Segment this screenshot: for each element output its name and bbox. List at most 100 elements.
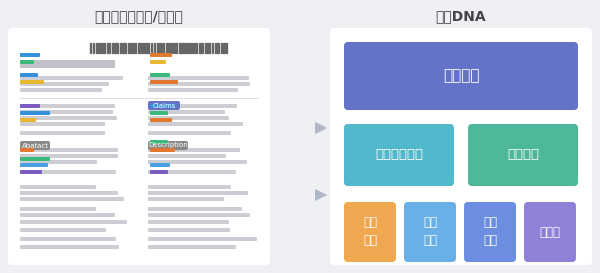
Bar [196, 43, 197, 53]
FancyBboxPatch shape [20, 141, 50, 150]
Bar [103, 43, 105, 53]
Bar [223, 43, 224, 53]
FancyBboxPatch shape [148, 131, 231, 135]
Bar [122, 43, 124, 53]
Bar [99, 43, 100, 53]
FancyBboxPatch shape [330, 28, 592, 265]
Bar [173, 43, 174, 53]
FancyBboxPatch shape [148, 82, 250, 86]
FancyBboxPatch shape [20, 60, 115, 68]
FancyBboxPatch shape [150, 118, 172, 122]
FancyBboxPatch shape [20, 80, 44, 84]
FancyBboxPatch shape [20, 170, 116, 174]
FancyBboxPatch shape [8, 28, 270, 265]
FancyBboxPatch shape [20, 207, 96, 211]
FancyBboxPatch shape [20, 88, 102, 92]
FancyBboxPatch shape [20, 213, 115, 217]
Bar [161, 43, 162, 53]
Bar [107, 43, 108, 53]
FancyBboxPatch shape [150, 60, 166, 64]
Text: 技术
问题: 技术 问题 [363, 216, 377, 248]
Bar [138, 43, 140, 53]
FancyBboxPatch shape [148, 76, 249, 80]
FancyBboxPatch shape [20, 148, 34, 152]
Bar [190, 43, 191, 53]
FancyBboxPatch shape [20, 116, 117, 120]
FancyBboxPatch shape [344, 202, 396, 262]
Bar [187, 43, 189, 53]
FancyBboxPatch shape [150, 148, 175, 152]
FancyBboxPatch shape [148, 160, 247, 164]
FancyBboxPatch shape [150, 170, 168, 174]
Text: 实施例: 实施例 [539, 225, 560, 239]
Bar [217, 43, 219, 53]
FancyBboxPatch shape [148, 237, 257, 241]
FancyBboxPatch shape [148, 213, 250, 217]
FancyBboxPatch shape [150, 80, 178, 84]
Bar [208, 43, 210, 53]
Bar [194, 43, 195, 53]
FancyBboxPatch shape [20, 122, 105, 126]
FancyBboxPatch shape [20, 104, 40, 108]
Bar [175, 43, 177, 53]
FancyBboxPatch shape [20, 53, 40, 57]
FancyBboxPatch shape [20, 73, 38, 77]
Bar [109, 43, 110, 53]
FancyBboxPatch shape [20, 154, 118, 158]
FancyBboxPatch shape [20, 157, 50, 161]
Bar [157, 43, 158, 53]
FancyBboxPatch shape [148, 197, 224, 201]
Bar [215, 43, 216, 53]
Bar [112, 43, 113, 53]
Bar [148, 43, 149, 53]
FancyBboxPatch shape [20, 228, 106, 232]
Bar [125, 43, 126, 53]
Bar [199, 43, 201, 53]
Bar [101, 43, 102, 53]
Text: Abatact: Abatact [22, 143, 49, 149]
FancyBboxPatch shape [20, 237, 116, 241]
Bar [192, 43, 193, 53]
FancyBboxPatch shape [20, 245, 119, 249]
Bar [154, 43, 155, 53]
FancyBboxPatch shape [20, 111, 50, 115]
Bar [182, 43, 184, 53]
Text: Claims: Claims [152, 102, 176, 108]
FancyBboxPatch shape [148, 104, 237, 108]
FancyBboxPatch shape [20, 118, 36, 122]
FancyBboxPatch shape [150, 73, 170, 77]
Bar [141, 43, 142, 53]
FancyBboxPatch shape [148, 185, 231, 189]
FancyBboxPatch shape [148, 170, 236, 174]
FancyBboxPatch shape [148, 207, 242, 211]
FancyBboxPatch shape [20, 148, 118, 152]
FancyBboxPatch shape [148, 122, 243, 126]
Bar [163, 43, 164, 53]
FancyBboxPatch shape [20, 185, 96, 189]
FancyBboxPatch shape [150, 140, 168, 144]
Bar [143, 43, 144, 53]
FancyBboxPatch shape [344, 42, 578, 110]
FancyBboxPatch shape [20, 82, 109, 86]
FancyBboxPatch shape [404, 202, 456, 262]
Bar [131, 43, 132, 53]
FancyBboxPatch shape [20, 76, 123, 80]
Bar [90, 43, 91, 53]
Text: 技术功效: 技术功效 [507, 149, 539, 162]
FancyBboxPatch shape [150, 163, 170, 167]
FancyBboxPatch shape [148, 191, 248, 195]
FancyBboxPatch shape [20, 131, 105, 135]
Bar [96, 43, 98, 53]
Bar [225, 43, 227, 53]
Bar [166, 43, 167, 53]
Bar [202, 43, 203, 53]
FancyBboxPatch shape [20, 170, 42, 174]
Bar [93, 43, 94, 53]
FancyBboxPatch shape [20, 104, 115, 108]
FancyBboxPatch shape [344, 124, 454, 186]
Bar [151, 43, 152, 53]
FancyBboxPatch shape [150, 53, 172, 57]
Text: 技术
手段: 技术 手段 [423, 216, 437, 248]
FancyBboxPatch shape [148, 110, 225, 114]
FancyBboxPatch shape [148, 148, 240, 152]
